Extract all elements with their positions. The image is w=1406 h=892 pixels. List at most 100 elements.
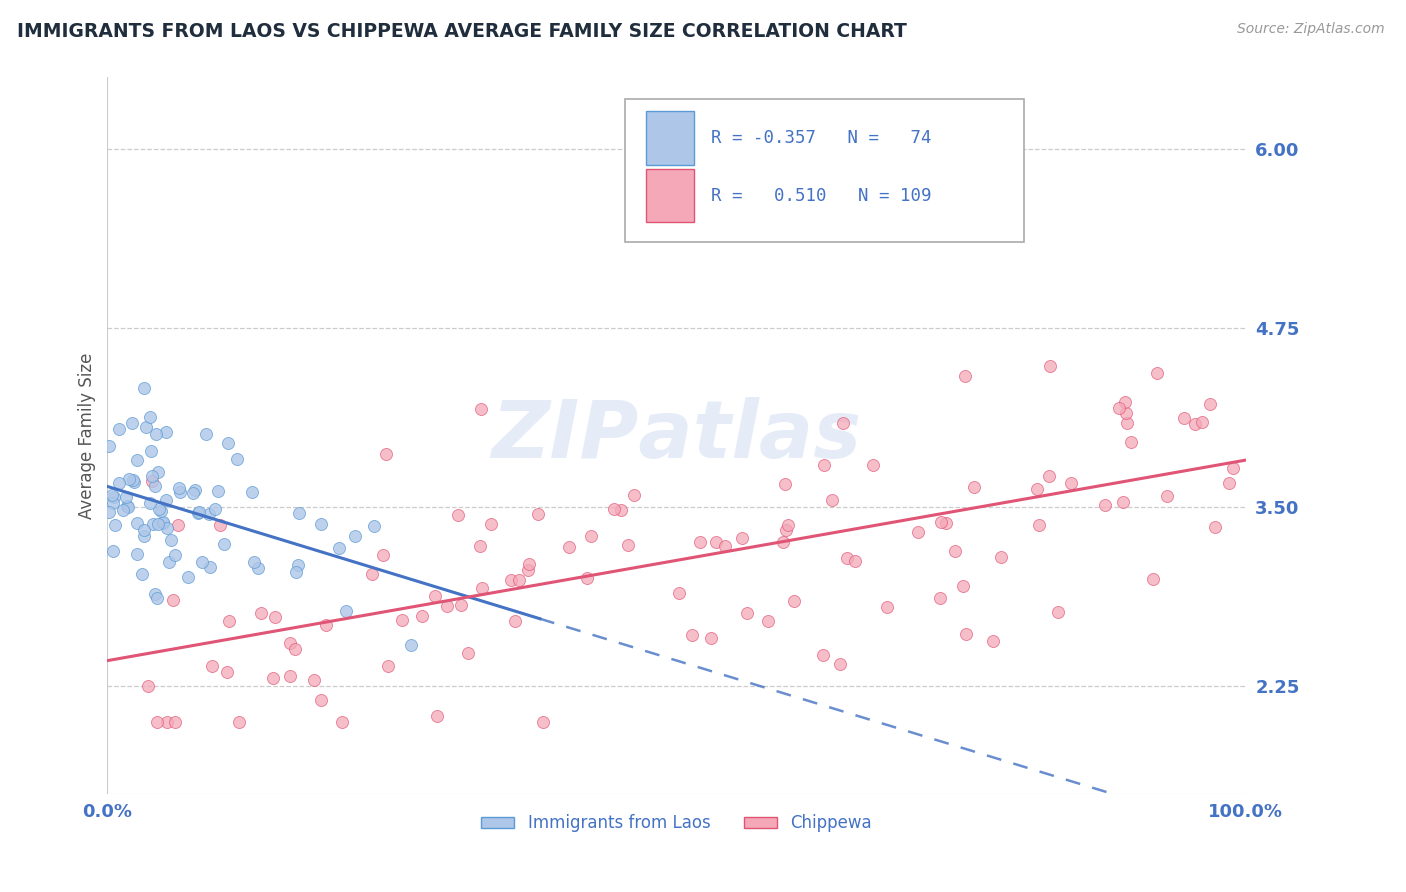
- Point: [136, 679, 159, 693]
- Point: [181, 485, 204, 500]
- Point: [579, 529, 602, 543]
- Point: [623, 488, 645, 502]
- Point: [681, 628, 703, 642]
- Point: [426, 709, 449, 723]
- Point: [139, 410, 162, 425]
- Point: [470, 402, 492, 417]
- Point: [103, 491, 125, 505]
- Text: IMMIGRANTS FROM LAOS VS CHIPPEWA AVERAGE FAMILY SIZE CORRELATION CHART: IMMIGRANTS FROM LAOS VS CHIPPEWA AVERAGE…: [17, 22, 907, 41]
- Point: [468, 540, 491, 554]
- Point: [1121, 434, 1143, 449]
- Y-axis label: Average Family Size: Average Family Size: [79, 352, 96, 519]
- Point: [157, 555, 180, 569]
- Point: [446, 508, 468, 522]
- Point: [176, 570, 198, 584]
- Point: [832, 416, 855, 430]
- Point: [127, 516, 149, 531]
- Point: [1060, 475, 1083, 490]
- Point: [207, 484, 229, 499]
- Text: Source: ZipAtlas.com: Source: ZipAtlas.com: [1237, 22, 1385, 37]
- Point: [557, 540, 579, 554]
- Point: [165, 714, 187, 729]
- Point: [479, 517, 502, 532]
- Point: [287, 558, 309, 573]
- Point: [134, 524, 156, 538]
- Point: [952, 578, 974, 592]
- Point: [159, 533, 181, 547]
- Point: [201, 659, 224, 673]
- Point: [391, 614, 413, 628]
- Point: [778, 518, 800, 533]
- Point: [107, 422, 129, 436]
- Point: [145, 714, 167, 729]
- Point: [148, 517, 170, 532]
- Point: [284, 642, 307, 657]
- Point: [844, 554, 866, 568]
- Point: [197, 507, 219, 521]
- Point: [194, 426, 217, 441]
- Point: [97, 505, 120, 519]
- Point: [112, 502, 135, 516]
- Point: [1191, 415, 1213, 429]
- Point: [311, 693, 333, 707]
- Text: R = -0.357   N =   74: R = -0.357 N = 74: [710, 129, 931, 147]
- Point: [240, 485, 263, 500]
- Point: [943, 544, 966, 558]
- Point: [1039, 359, 1062, 373]
- Point: [285, 566, 308, 580]
- Point: [714, 540, 737, 554]
- Point: [775, 524, 797, 538]
- Point: [212, 537, 235, 551]
- Point: [375, 447, 398, 461]
- Point: [1156, 489, 1178, 503]
- Point: [150, 504, 173, 518]
- Point: [250, 606, 273, 620]
- Point: [262, 671, 284, 685]
- Point: [134, 529, 156, 543]
- Point: [610, 503, 633, 517]
- Point: [104, 518, 127, 533]
- Point: [187, 505, 209, 519]
- Point: [503, 615, 526, 629]
- Point: [156, 714, 179, 729]
- Point: [772, 534, 794, 549]
- Point: [142, 516, 165, 531]
- Point: [508, 574, 530, 588]
- Point: [1173, 411, 1195, 425]
- Point: [955, 627, 977, 641]
- Point: [139, 444, 162, 458]
- Point: [165, 548, 187, 562]
- Point: [1094, 498, 1116, 512]
- Point: [876, 599, 898, 614]
- Point: [228, 714, 250, 729]
- Point: [125, 547, 148, 561]
- Point: [704, 535, 727, 549]
- Point: [862, 458, 884, 473]
- Text: ZIP​atlas: ZIP​atlas: [491, 397, 862, 475]
- Point: [118, 472, 141, 486]
- Point: [1222, 461, 1244, 475]
- Point: [309, 517, 332, 532]
- Point: [830, 657, 852, 671]
- Point: [114, 490, 136, 504]
- Point: [929, 515, 952, 529]
- Point: [146, 591, 169, 605]
- Point: [155, 521, 177, 535]
- Point: [278, 669, 301, 683]
- Point: [209, 518, 232, 533]
- Point: [527, 508, 550, 522]
- Point: [1112, 495, 1135, 509]
- Point: [1108, 401, 1130, 416]
- Point: [155, 492, 177, 507]
- Point: [330, 714, 353, 729]
- Point: [169, 485, 191, 500]
- Point: [361, 566, 384, 581]
- Point: [411, 608, 433, 623]
- Point: [122, 473, 145, 487]
- Point: [990, 549, 1012, 564]
- Point: [907, 525, 929, 540]
- Point: [783, 594, 806, 608]
- Point: [1026, 482, 1049, 496]
- Point: [132, 381, 155, 395]
- Point: [215, 665, 238, 680]
